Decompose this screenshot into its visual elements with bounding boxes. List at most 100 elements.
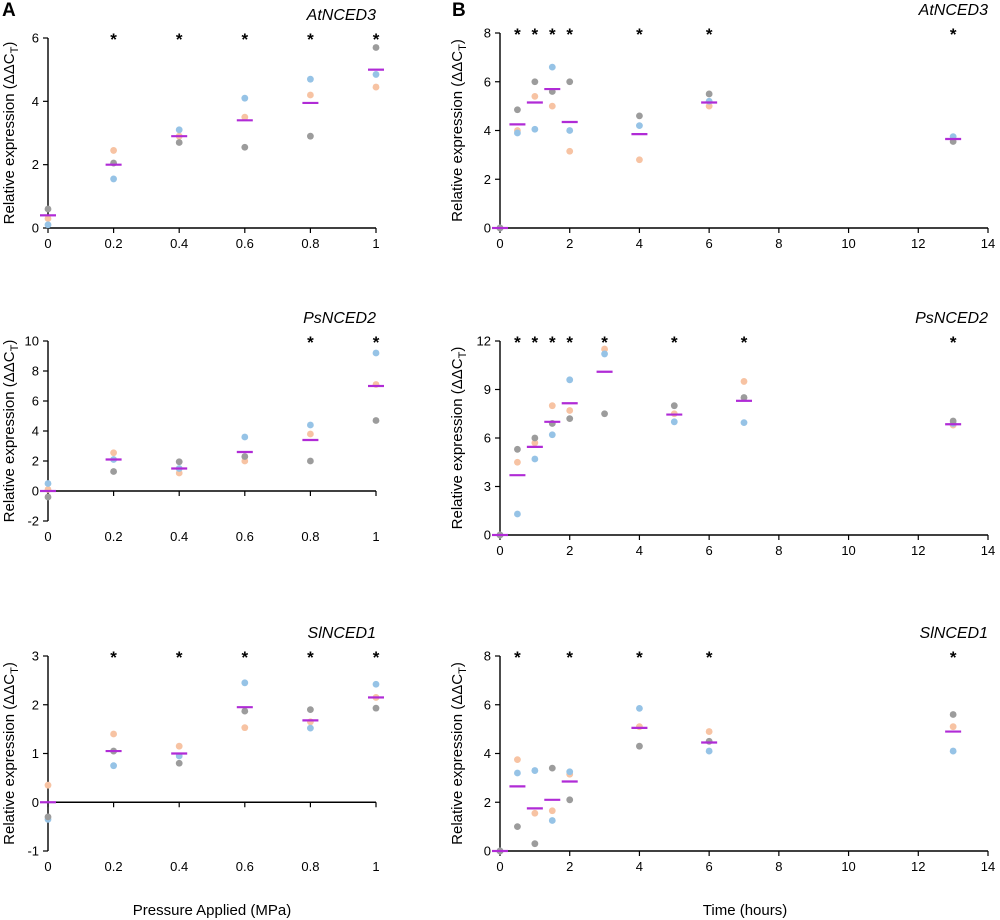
data-point-rep2 [531,767,539,774]
data-point-rep2 [531,125,539,133]
data-point-rep3 [241,707,249,715]
data-point-rep1 [566,147,574,155]
y-axis-label-main: Relative expression (ΔΔC [1,53,18,224]
x-tick-label: 0.2 [105,529,123,544]
significance-star: * [532,25,539,44]
x-tick-label: 1 [372,236,379,251]
x-tick-label: 6 [706,859,713,874]
significance-star: * [706,25,713,44]
data-point-rep3 [307,132,314,140]
y-tick-label: 6 [32,394,39,409]
x-tick-label: 14 [981,859,995,874]
data-point-rep1 [531,92,539,100]
data-point-rep3 [705,737,713,745]
y-tick-label: 4 [484,746,491,761]
data-point-rep2 [514,769,521,777]
significance-star: * [176,30,183,49]
chart-title-gene: AtNCED3 [306,7,376,24]
y-axis-label-tail: ) [1,340,18,345]
x-tick-label: 4 [636,859,643,874]
y-tick-label: 2 [32,157,39,172]
significance-star: * [671,333,678,352]
y-axis-label-main: Relative expression (ΔΔC [449,51,466,222]
data-point-rep3 [241,143,249,151]
significance-star: * [566,648,573,667]
x-tick-label: 0 [496,236,503,251]
x-tick-label: 8 [775,236,782,251]
y-axis-label-tail: ) [449,347,466,352]
x-tick-label: 0.8 [301,859,319,874]
significance-star: * [566,333,573,352]
significance-star: * [110,30,117,49]
data-point-rep2 [110,762,117,770]
data-point-rep2 [241,433,249,441]
x-tick-label: 0 [496,859,503,874]
y-axis-label-subscript: T [9,46,21,53]
significance-star: * [636,648,643,667]
data-point-rep2 [636,122,643,130]
data-point-rep1 [566,407,574,414]
data-point-rep3 [307,706,314,714]
y-axis-label: Relative expression (ΔΔCT) [1,662,21,845]
y-tick-label: 0 [32,484,39,499]
significance-star: * [950,648,957,667]
data-point-rep2 [514,129,521,137]
significance-star: * [950,333,957,352]
panel-a-label: A [2,0,16,21]
data-point-rep2 [44,480,52,487]
data-point-rep3 [307,457,314,465]
significance-star: * [373,30,380,49]
data-point-rep3 [531,840,539,848]
x-tick-label: 0.6 [236,529,254,544]
significance-star: * [514,25,521,44]
y-tick-label: 8 [484,649,491,664]
data-point-rep2 [601,350,608,358]
x-tick-label: 0 [496,543,503,558]
data-point-rep1 [531,439,539,447]
y-axis-label-subscript: T [457,667,469,674]
data-point-rep3 [44,813,52,821]
x-tick-label: 0.2 [105,859,123,874]
charts-container: 0 2 4 6 0 0.2 0.4 0.6 0.8 1 AtNCED3 Relative expres… [1,2,995,874]
x-tick-label: 2 [566,859,573,874]
data-point-rep2 [566,768,574,776]
significance-star: * [514,333,521,352]
data-point-rep1 [636,723,643,731]
data-point-rep2 [705,747,713,755]
y-tick-label: 12 [477,334,491,349]
data-point-rep1 [110,147,117,154]
data-point-rep1 [110,730,117,738]
data-point-rep2 [514,510,521,518]
y-tick-label: 4 [32,424,39,439]
data-point-rep2 [241,679,249,687]
data-point-rep1 [241,113,249,121]
x-tick-label: 4 [636,543,643,558]
data-point-rep1 [740,378,748,385]
data-point-rep2 [307,421,314,429]
data-point-rep3 [531,78,539,86]
y-tick-label: 2 [32,697,39,712]
y-axis-label: Relative expression (ΔΔCT) [449,39,469,222]
significance-star: * [176,648,183,667]
data-point-rep3 [514,445,521,453]
data-point-rep3 [949,417,957,425]
y-tick-label: 0 [32,221,39,236]
data-point-rep1 [601,345,608,353]
data-point-rep3 [636,112,643,120]
x-tick-label: 0 [44,859,51,874]
data-point-rep1 [372,83,380,91]
y-tick-label: 3 [484,479,491,494]
data-point-rep3 [372,44,380,51]
y-axis-label-tail: ) [449,662,466,667]
data-point-rep1 [110,449,117,457]
data-point-rep2 [44,221,52,229]
y-tick-label: 6 [484,697,491,712]
data-point-rep2 [705,97,713,105]
significance-star: * [532,333,539,352]
data-point-rep1 [241,724,249,732]
data-point-rep3 [241,453,249,460]
significance-star: * [706,648,713,667]
data-point-rep2 [307,75,314,83]
data-point-rep1 [307,430,314,438]
significance-star: * [307,30,314,49]
